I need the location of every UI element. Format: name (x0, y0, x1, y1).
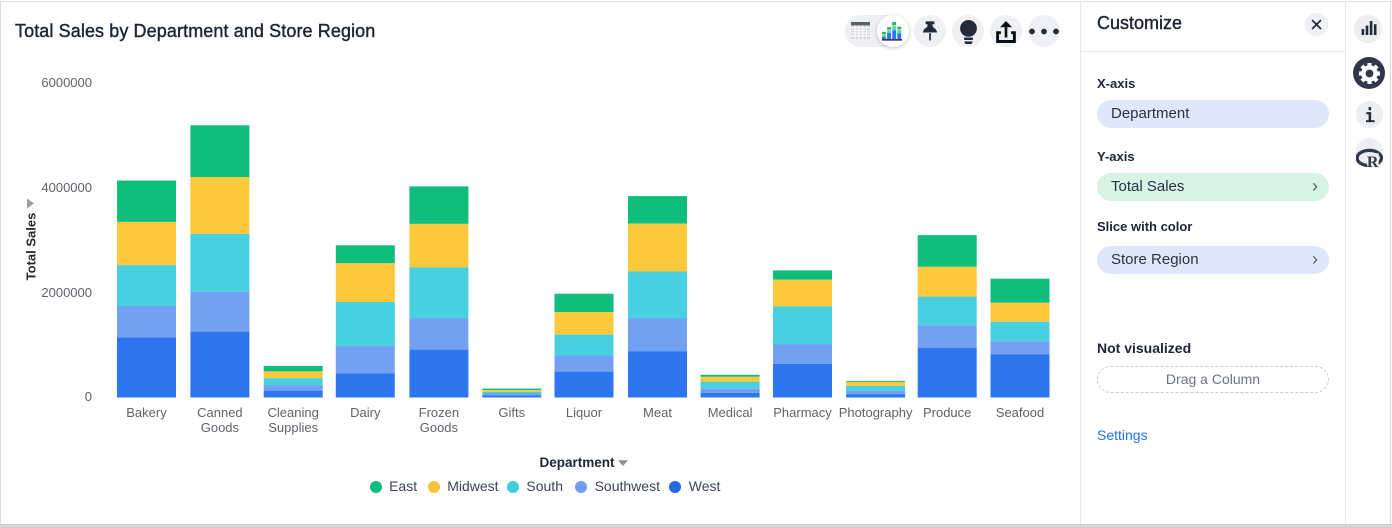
svg-text:R: R (1367, 154, 1379, 168)
